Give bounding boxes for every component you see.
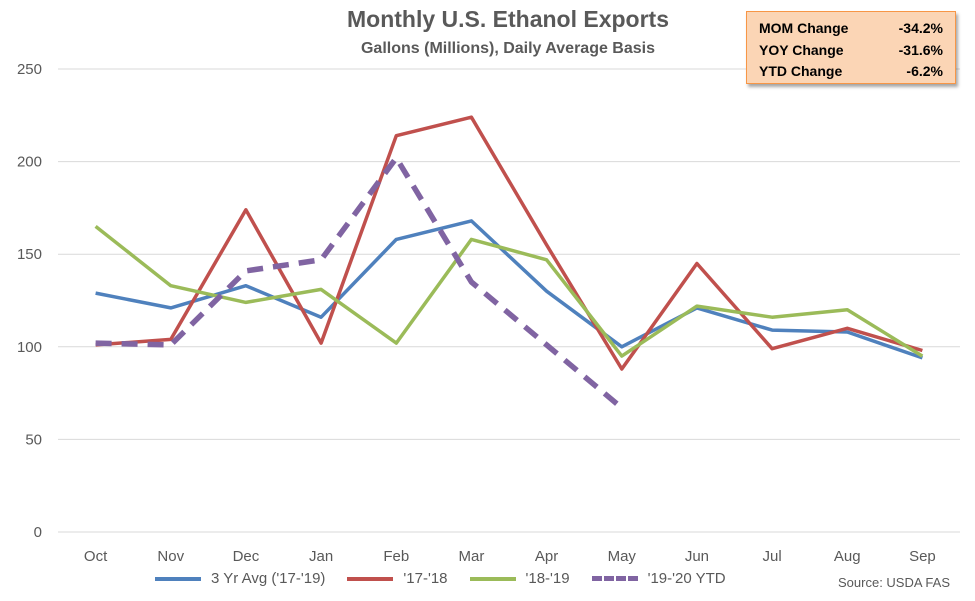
legend-swatch [591, 576, 638, 581]
chart-subtitle: Gallons (Millions), Daily Average Basis [360, 40, 655, 57]
x-tick-label: Aug [834, 548, 861, 565]
series-lines [94, 115, 924, 411]
legend-label: 3 Yr Avg ('17-'19) [211, 570, 326, 587]
x-tick-label: Mar [458, 548, 484, 565]
x-tick-label: May [608, 548, 637, 565]
stat-value: -34.2% [898, 20, 943, 36]
source-note: Source: USDA FAS [838, 575, 950, 590]
stat-row-yoy: YOY Change -31.6% [759, 40, 943, 62]
gridlines [58, 68, 960, 533]
x-tick-label: Nov [157, 548, 184, 565]
stat-label: MOM Change [759, 20, 849, 36]
legend-item: '19-'20 YTD [591, 570, 726, 587]
change-summary-box: MOM Change -34.2% YOY Change -31.6% YTD … [746, 11, 956, 84]
x-tick-label: Jan [309, 548, 333, 565]
stat-row-mom: MOM Change -34.2% [759, 18, 943, 40]
stat-label: YTD Change [759, 63, 843, 79]
y-tick-label: 250 [17, 61, 42, 78]
x-tick-label: Jun [685, 548, 709, 565]
chart-legend: 3 Yr Avg ('17-'19) '17-'18 '18-'19 '19-'… [155, 570, 748, 587]
legend-swatch [469, 576, 516, 581]
series-line [94, 225, 924, 358]
legend-item: '18-'19 [469, 570, 570, 587]
x-tick-label: Dec [233, 548, 260, 565]
legend-label: '19-'20 YTD [647, 570, 726, 587]
legend-label: '17-'18 [403, 570, 448, 587]
x-axis-ticks: Oct Nov Dec Jan Feb Mar Apr May Jun Jul Aug Sep [84, 548, 936, 565]
legend-swatch [347, 576, 394, 581]
x-tick-label: Apr [535, 548, 558, 565]
chart-title: Monthly U.S. Ethanol Exports [346, 6, 669, 32]
legend-swatch [155, 576, 201, 581]
series-line [95, 115, 923, 371]
stat-label: YOY Change [759, 41, 844, 58]
y-tick-label: 100 [17, 339, 42, 356]
stat-row-ytd: YTD Change -6.2% [759, 61, 943, 83]
y-tick-label: 50 [25, 431, 42, 448]
stat-value: -31.6% [898, 41, 943, 58]
x-tick-label: Feb [383, 548, 409, 565]
x-tick-label: Sep [909, 548, 936, 565]
y-axis-ticks: 0 50 100 150 200 250 [17, 61, 42, 541]
stat-value: -6.2% [906, 63, 943, 79]
series-line [95, 219, 923, 360]
y-tick-label: 200 [17, 154, 42, 171]
y-tick-label: 0 [34, 524, 42, 541]
x-tick-label: Oct [84, 548, 108, 565]
legend-label: '18-'19 [525, 570, 570, 587]
legend-item: '17-'18 [347, 570, 448, 587]
x-tick-label: Jul [762, 548, 781, 565]
legend-item: 3 Yr Avg ('17-'19) [155, 570, 325, 587]
y-tick-label: 150 [17, 246, 42, 263]
series-line [95, 155, 624, 411]
